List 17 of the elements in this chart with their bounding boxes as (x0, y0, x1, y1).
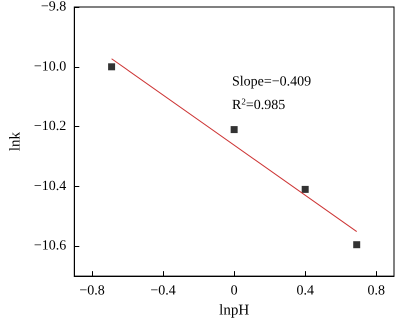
y-tick-label: −10.6 (34, 238, 66, 254)
point (353, 241, 360, 248)
point (230, 126, 238, 134)
x-tick-label: 0 (230, 284, 238, 299)
y-tick-label: −10.2 (34, 119, 66, 134)
x-tick-label: 0.4 (296, 284, 314, 299)
y-tick-label: −9.8 (40, 0, 66, 14)
x-tick-label: −0.4 (150, 284, 176, 299)
y-tick-label: −10.0 (34, 59, 66, 74)
y-axis-title: lnk (8, 131, 24, 152)
annotation: Slope=−0.409 (232, 74, 312, 90)
x-tick-label: 0.8 (367, 284, 385, 299)
point (108, 63, 116, 70)
x-tick-label: −0.8 (79, 284, 105, 299)
y-tick-label: −10.4 (34, 178, 66, 194)
point (302, 186, 309, 193)
x-axis-title: lnpH (219, 302, 250, 318)
